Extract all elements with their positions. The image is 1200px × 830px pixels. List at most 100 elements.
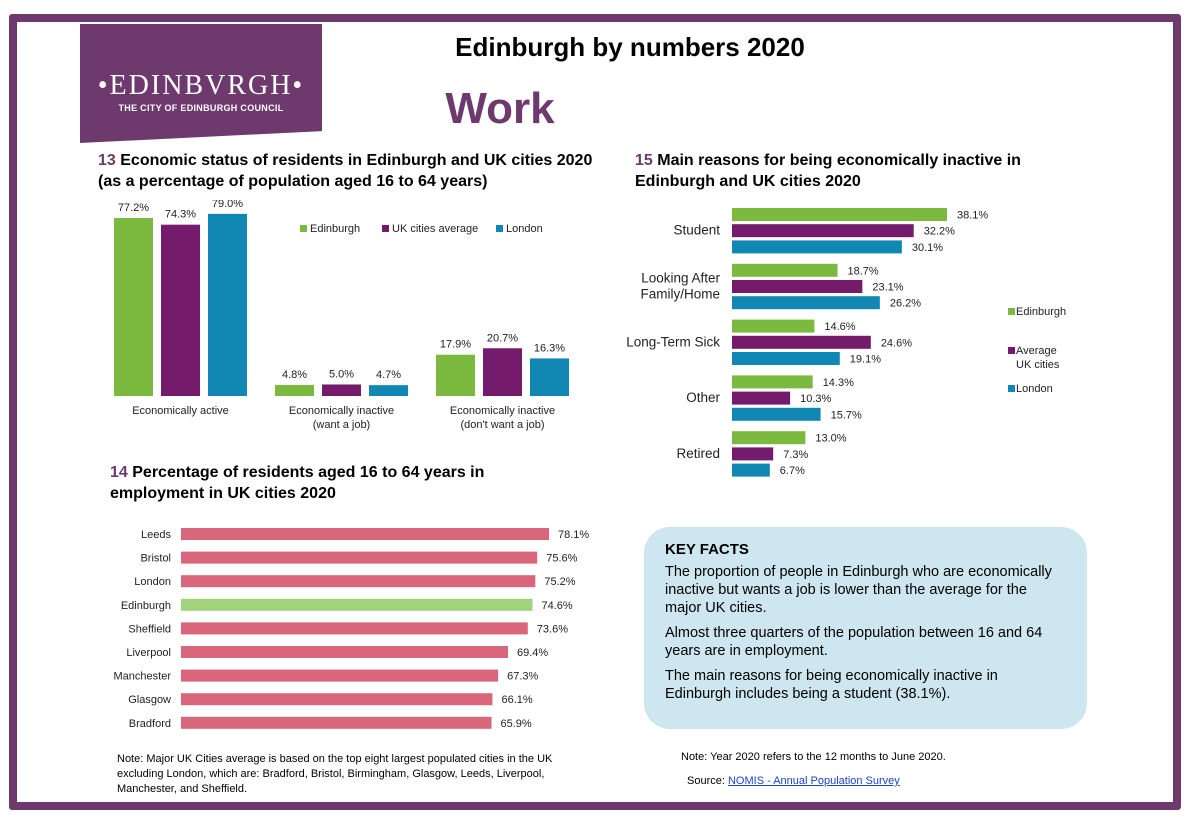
data-label: 74.3% [165, 209, 196, 221]
bar [732, 296, 880, 310]
category-label: Edinburgh [121, 600, 171, 612]
source-label: Source: [687, 775, 725, 787]
bar [732, 407, 821, 421]
chart-13-title: 13 Economic status of residents in Edinb… [98, 150, 608, 192]
data-label: 14.3% [823, 377, 854, 389]
cities-note: Note: Major UK Cities average is based o… [117, 753, 553, 795]
bar [181, 575, 536, 588]
data-label: 67.3% [507, 671, 538, 683]
legend-swatch [300, 225, 307, 232]
data-label: 69.4% [517, 647, 548, 659]
bar [114, 217, 153, 396]
bar [732, 335, 871, 349]
council-logo: •EDINBVRGH• THE CITY OF EDINBURGH COUNCI… [80, 24, 322, 143]
logo-subtitle: THE CITY OF EDINBURGH COUNCIL [118, 103, 284, 113]
bar [208, 213, 247, 396]
data-label: 38.1% [957, 210, 988, 222]
bar [732, 263, 838, 277]
legend-swatch [1008, 347, 1015, 354]
data-label: 30.1% [912, 242, 943, 254]
data-label: 75.2% [544, 576, 575, 588]
category-label: Leeds [141, 529, 171, 541]
category-label: Other [686, 390, 720, 405]
legend-swatch [496, 225, 503, 232]
bar [436, 354, 475, 396]
legend-swatch [1008, 308, 1015, 315]
bar [732, 375, 813, 389]
category-label: Economically inactive (want a job) [289, 405, 394, 431]
data-label: 32.2% [924, 226, 955, 238]
key-fact-item: The proportion of people in Edinburgh wh… [665, 564, 1052, 616]
bar [181, 716, 492, 729]
bar [181, 669, 499, 682]
bar [181, 528, 549, 540]
data-label: 18.7% [848, 265, 879, 277]
category-label: Long-Term Sick [626, 334, 720, 349]
bar [732, 280, 863, 293]
data-label: 5.0% [329, 368, 354, 380]
data-label: 19.1% [850, 354, 881, 366]
category-label: London [134, 576, 171, 588]
bar [181, 551, 538, 564]
data-label: 73.6% [537, 623, 568, 635]
page-subtitle: Work [445, 84, 555, 133]
key-fact-item: Almost three quarters of the population … [665, 625, 1043, 659]
logo-wordmark: •EDINBVRGH• [97, 70, 305, 101]
category-label: Bristol [140, 553, 171, 565]
category-label: Retired [676, 446, 720, 461]
legend-entry: Average UK cities [1016, 345, 1060, 371]
bar [732, 352, 840, 365]
chart-14-employment: Leeds 78.1% Bristol 75.6% London 75.2% Edinbur… [114, 528, 589, 730]
legend-entry: London [506, 223, 543, 235]
legend-swatch [1008, 385, 1015, 392]
bar [275, 384, 314, 396]
category-label: Economically active [132, 405, 229, 417]
category-label: Economically inactive (don't want a job) [450, 405, 555, 431]
year-note: Note: Year 2020 refers to the 12 months … [681, 751, 946, 763]
category-label: Bradford [129, 718, 171, 730]
chart-15-title: 15 Main reasons for being economically i… [635, 150, 1075, 192]
data-label: 65.9% [501, 718, 532, 730]
data-label: 7.3% [783, 449, 808, 461]
bar [732, 447, 774, 461]
data-label: 4.7% [376, 369, 401, 381]
data-label: 74.6% [542, 600, 573, 612]
bar [181, 598, 533, 611]
legend-swatch [382, 225, 389, 232]
chart-15-title-text: Main reasons for being economically inac… [635, 152, 1021, 190]
data-label: 20.7% [487, 332, 518, 344]
data-label: 77.2% [118, 202, 149, 214]
chart-13-title-text: Economic status of residents in Edinburg… [98, 152, 593, 190]
source-link[interactable]: NOMIS - Annual Population Survey [727, 775, 900, 787]
bar [483, 348, 522, 396]
bar [732, 224, 914, 238]
category-label: Manchester [114, 671, 172, 683]
legend-entry: UK cities average [392, 223, 478, 235]
bar [181, 622, 528, 635]
data-label: 17.9% [440, 339, 471, 351]
data-label: 23.1% [872, 282, 903, 294]
bar [530, 358, 569, 396]
chart-13-economic-status: 77.2% 74.3% 79.0% Economically active 4.8% 5.… [114, 200, 569, 431]
chart-13-number: 13 [98, 152, 116, 169]
chart-14-title: 14 Percentage of residents aged 16 to 64… [110, 462, 570, 504]
category-label: Liverpool [126, 647, 171, 659]
data-label: 14.6% [824, 321, 855, 333]
chart-15-inactive-reasons: 38.1%32.2% 30.1% Student 18.7% 23.1% 26.2% Loo… [626, 208, 1066, 477]
bar [732, 391, 791, 405]
data-label: 24.6% [881, 337, 912, 349]
bar [369, 385, 408, 396]
data-label: 6.7% [780, 465, 805, 477]
page-frame [9, 14, 1181, 810]
legend-entry: London [1016, 383, 1053, 395]
chart-14-number: 14 [110, 464, 128, 481]
bar [732, 319, 815, 333]
legend-entry: Edinburgh [310, 223, 360, 235]
page-title: Edinburgh by numbers 2020 [455, 32, 805, 62]
key-fact-item: The main reasons for being economically … [665, 668, 998, 702]
bar [161, 224, 200, 396]
data-label: 10.3% [800, 393, 831, 405]
chart-14-title-text: Percentage of residents aged 16 to 64 ye… [110, 464, 485, 502]
category-label: Looking After Family/Home [640, 271, 720, 302]
bar [732, 208, 947, 221]
